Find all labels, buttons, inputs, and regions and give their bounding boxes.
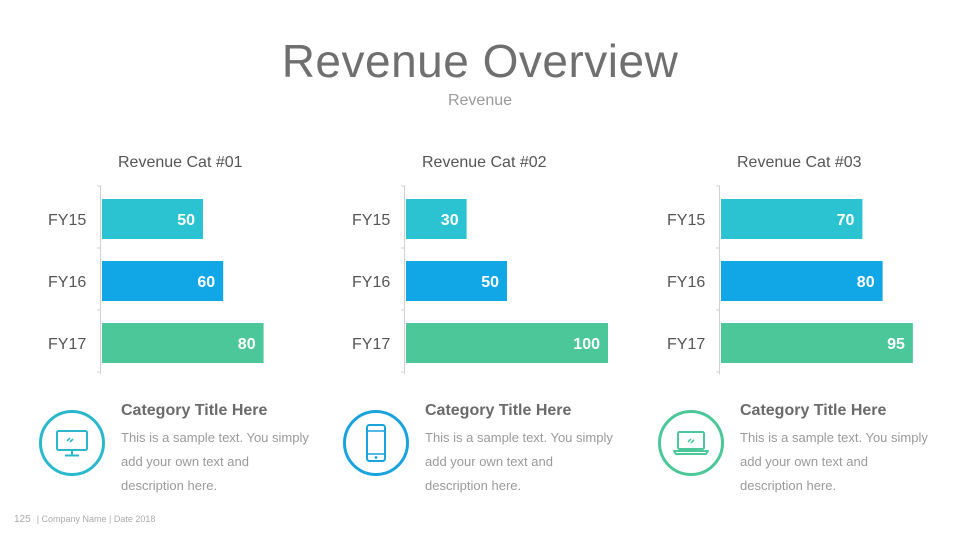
data-label: 70 (837, 212, 855, 229)
slide-subtitle: Revenue (447, 92, 513, 109)
data-label: 30 (441, 212, 459, 229)
category-text: This is a sample text. You simply add yo… (121, 430, 309, 493)
bar-fy17 (721, 323, 913, 363)
chart-title: Revenue Cat #02 (422, 154, 547, 171)
slide-title: Revenue Overview (281, 35, 679, 87)
data-label: 80 (238, 336, 256, 353)
chart-title: Revenue Cat #03 (737, 154, 862, 171)
category-label: FY16 (48, 274, 86, 291)
category-block-3: Category Title Here This is a sample tex… (658, 398, 958, 508)
chart-panel-3: Revenue Cat #03 FY15 70 FY16 80 FY17 95 (663, 150, 960, 390)
monitor-icon (39, 410, 105, 476)
category-text: This is a sample text. You simply add yo… (740, 430, 928, 493)
category-label: FY15 (667, 212, 705, 229)
chart-panel-1: Revenue Cat #01 FY15 50 FY16 60 FY17 80 (44, 150, 344, 390)
category-label: FY17 (352, 336, 390, 353)
bar-fy16 (406, 261, 507, 301)
category-block-1: Category Title Here This is a sample tex… (39, 398, 339, 508)
chart-panel-2: Revenue Cat #02 FY15 30 FY16 50 FY17 100 (348, 150, 648, 390)
bar-fy17 (406, 323, 608, 363)
data-label: 95 (887, 336, 905, 353)
data-label: 50 (481, 274, 499, 291)
category-title: Category Title Here (425, 402, 572, 419)
category-title: Category Title Here (121, 402, 268, 419)
category-label: FY16 (352, 274, 390, 291)
category-label: FY16 (667, 274, 705, 291)
bar-fy15 (102, 199, 203, 239)
data-label: 100 (573, 336, 600, 353)
data-label: 50 (177, 212, 195, 229)
category-label: FY15 (48, 212, 86, 229)
category-block-2: Category Title Here This is a sample tex… (343, 398, 643, 508)
category-label: FY15 (352, 212, 390, 229)
category-title: Category Title Here (740, 402, 887, 419)
bar-fy17 (102, 323, 264, 363)
data-label: 80 (857, 274, 875, 291)
category-text: This is a sample text. You simply add yo… (425, 430, 613, 493)
laptop-icon (658, 410, 724, 476)
chart-title: Revenue Cat #01 (118, 154, 243, 171)
footer-text: | Company Name | Date 2018 (36, 514, 156, 524)
data-label: 60 (197, 274, 215, 291)
bar-fy16 (102, 261, 224, 301)
bar-fy16 (721, 261, 883, 301)
bar-chart-2: FY15 30 FY16 50 FY17 100 (352, 185, 608, 374)
page-number: 125 (14, 514, 31, 525)
category-label: FY17 (48, 336, 86, 353)
category-label: FY17 (667, 336, 705, 353)
smartphone-icon (343, 410, 409, 476)
bar-fy15 (721, 199, 863, 239)
bar-fy15 (406, 199, 467, 239)
slide-footer: 125 | Company Name | Date 2018 (14, 514, 155, 525)
bar-chart-3: FY15 70 FY16 80 FY17 95 (667, 185, 913, 374)
bar-chart-1: FY15 50 FY16 60 FY17 80 (48, 185, 264, 374)
